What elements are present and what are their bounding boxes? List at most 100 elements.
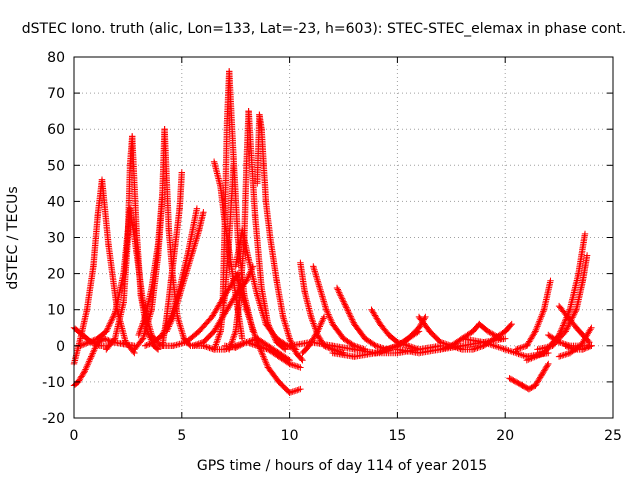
data-point-marks	[161, 126, 173, 234]
y-tick-label: -10	[42, 375, 65, 391]
data-point-marks	[540, 277, 554, 313]
series-31	[333, 284, 390, 353]
data-point-marks	[262, 198, 274, 241]
data-point-marks	[314, 313, 328, 335]
data-point-marks	[502, 320, 515, 335]
data-point-marks	[88, 339, 101, 360]
y-tick-label: 30	[47, 231, 65, 247]
data-point-marks	[159, 313, 175, 339]
data-point-marks	[566, 270, 582, 313]
data-point-marks	[172, 205, 183, 248]
data-point-marks	[129, 133, 140, 234]
data-point-marks	[297, 259, 308, 295]
data-point-marks	[226, 68, 237, 162]
series-48	[562, 342, 595, 353]
x-tick-label: 15	[388, 428, 406, 444]
data-point-marks	[579, 252, 591, 284]
series-35	[372, 313, 429, 357]
data-point-marks	[264, 364, 282, 386]
data-point-marks	[228, 263, 242, 313]
data-point-marks	[200, 328, 218, 346]
data-point-marks	[185, 205, 201, 256]
x-tick-label: 5	[177, 428, 186, 444]
data-point-marks	[260, 162, 270, 205]
data-point-marks	[148, 241, 162, 292]
data-point-marks	[523, 349, 548, 364]
data-point-marks	[575, 230, 589, 277]
data-point-marks	[221, 292, 239, 317]
x-tick-label: 10	[281, 428, 299, 444]
series-1	[70, 176, 106, 368]
data-point-marks	[195, 313, 216, 335]
y-tick-label: 0	[56, 339, 65, 355]
data-point-marks	[333, 284, 349, 310]
series-14	[141, 205, 201, 349]
data-point-marks	[182, 328, 203, 346]
data-point-marks	[111, 299, 127, 342]
y-tick-label: 80	[47, 50, 65, 66]
x-tick-label: 20	[496, 428, 514, 444]
data-point-marks	[301, 288, 315, 321]
y-tick-label: 60	[47, 122, 65, 138]
data-point-marks	[286, 360, 304, 371]
data-point-marks	[90, 212, 101, 270]
x-tick-label: 0	[70, 428, 79, 444]
series-23	[254, 111, 274, 241]
data-point-marks	[245, 108, 259, 219]
data-point-marks	[167, 241, 179, 284]
series-41	[506, 360, 552, 393]
data-point-marks	[120, 234, 132, 306]
data-point-marks	[549, 328, 569, 349]
data-point-marks	[133, 227, 144, 299]
series-46	[534, 252, 591, 353]
data-point-marks	[176, 248, 192, 292]
data-point-marks	[251, 212, 265, 292]
data-point-marks	[103, 310, 119, 335]
series-39	[469, 320, 515, 353]
y-tick-label: 70	[47, 86, 65, 102]
y-axis-title: dSTEC / TECUs	[5, 186, 21, 289]
data-point-marks	[126, 205, 140, 256]
data-point-marks	[310, 263, 323, 292]
ticks: 0 5 10 15 20 25 -20 -10 0 10 20 30 40 50 60 70 80	[42, 50, 622, 444]
data-point-marks	[415, 342, 444, 353]
data-point-marks	[176, 169, 185, 212]
data-point-marks	[163, 277, 175, 321]
data-point-marks	[323, 306, 336, 328]
data-point-marks	[232, 292, 244, 335]
data-point-marks	[292, 349, 306, 364]
data-point-marks	[426, 328, 444, 346]
x-tick-label: 25	[604, 428, 622, 444]
data-point-marks	[83, 263, 97, 313]
series-29	[310, 263, 369, 353]
data-point-marks	[273, 277, 287, 321]
data-point-marks	[342, 302, 358, 328]
series-7	[103, 133, 136, 353]
data-point-marks	[111, 270, 127, 317]
data-point-marks	[124, 162, 134, 241]
data-point-marks	[221, 118, 231, 223]
data-point-marks	[262, 320, 280, 342]
y-tick-label: 20	[47, 267, 65, 283]
data-point-marks	[98, 176, 112, 248]
data-point-marks	[279, 313, 293, 342]
grid	[74, 57, 613, 418]
data-point-marks	[258, 126, 267, 169]
series-27	[189, 335, 293, 364]
y-tick-label: 10	[47, 303, 65, 319]
data-point-marks	[329, 320, 347, 342]
data-point-marks	[415, 313, 433, 335]
data-point-marks	[523, 328, 539, 349]
series-28	[297, 259, 347, 357]
data-point-marks	[538, 360, 552, 378]
chart-title: dSTEC Iono. truth (alic, Lon=133, Lat=-2…	[22, 21, 626, 37]
data-point-marks	[150, 342, 162, 353]
data-point-marks	[219, 216, 229, 306]
data-point-marks	[195, 209, 207, 234]
data-point-marks	[81, 353, 95, 375]
data-point-marks	[275, 378, 293, 396]
y-tick-label: 50	[47, 158, 65, 174]
data-point-marks	[267, 234, 280, 284]
data-point-marks	[573, 277, 586, 313]
